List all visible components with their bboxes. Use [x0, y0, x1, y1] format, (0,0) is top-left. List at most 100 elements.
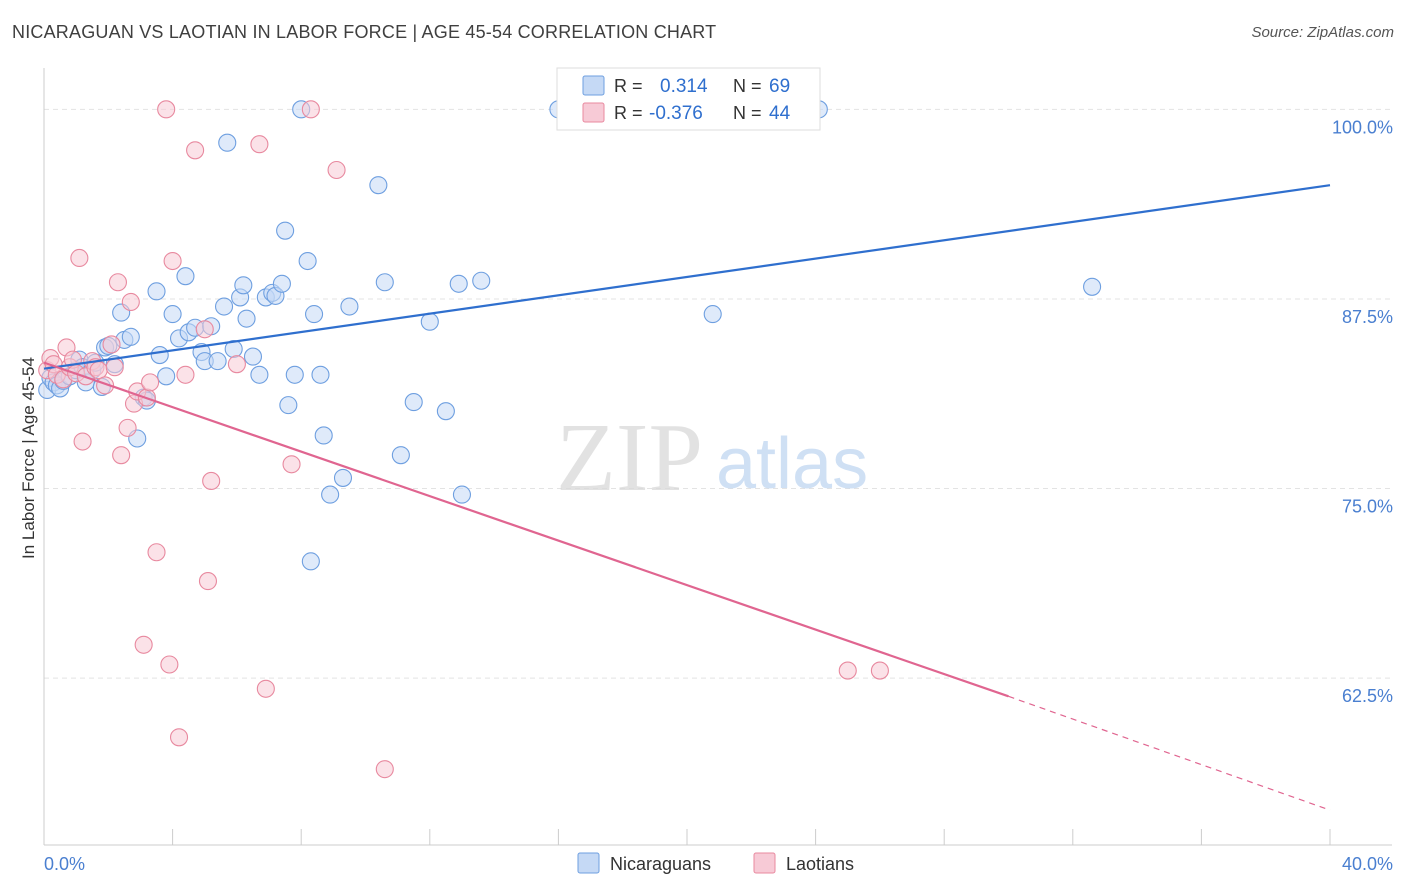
laotian-point-16 — [102, 335, 121, 354]
nicaraguan-point-23 — [147, 282, 166, 301]
laotian-point-18 — [108, 273, 127, 292]
y-tick-label-2: 87.5% — [1342, 307, 1393, 327]
source-label: Source: ZipAtlas.com — [1251, 24, 1394, 41]
stats-swatch-blue — [582, 75, 605, 96]
x-tick-label-1: 40.0% — [1342, 854, 1393, 874]
nicaraguan-point-19 — [121, 327, 140, 346]
stats-n-label-blue: N = — [733, 76, 762, 96]
laotian-point-36 — [202, 471, 221, 491]
stats-r-label-pink: R = — [614, 103, 643, 123]
nicaraguan-point-42 — [250, 365, 269, 384]
nicaraguan-point-52 — [301, 552, 320, 571]
nicaraguan-point-53 — [305, 305, 324, 324]
legend-label-laotians: Laotians — [786, 854, 854, 874]
nicaraguan-point-51 — [298, 251, 317, 271]
laotian-point-17 — [105, 358, 124, 377]
laotian-point-31 — [169, 728, 189, 747]
laotian-point-42 — [327, 160, 346, 180]
y-tick-labels: 62.5% 75.0% 87.5% 100.0% — [1332, 117, 1393, 706]
nicaraguan-point-60 — [375, 273, 394, 292]
x-tick-labels: 0.0% 40.0% — [44, 854, 1393, 874]
nicaraguan-point-54 — [311, 365, 330, 384]
nicaraguan-point-25 — [157, 367, 176, 386]
laotian-point-45 — [870, 661, 889, 680]
laotian-point-34 — [195, 320, 214, 339]
nicaraguan-point-71 — [1083, 277, 1102, 296]
laotian-point-9 — [70, 248, 89, 268]
nicaraguan-point-36 — [218, 133, 237, 152]
nicaraguan-point-56 — [321, 485, 340, 504]
nicaraguan-point-63 — [420, 312, 439, 331]
laotian-point-41 — [301, 100, 320, 119]
nicaraguan-point-49 — [285, 365, 304, 384]
trend-lines — [43, 184, 1331, 811]
nicaraguan-point-26 — [163, 305, 182, 324]
watermark: ZIP atlas — [556, 404, 868, 512]
axes — [43, 68, 1392, 846]
laotian-point-10 — [73, 432, 92, 451]
laotian-point-30 — [163, 251, 182, 271]
laotian-point-32 — [176, 365, 195, 384]
watermark-atlas: atlas — [716, 424, 868, 504]
trend-line-nicaraguans — [43, 184, 1331, 370]
grid-lines — [44, 108, 1392, 679]
stats-swatch-pink — [582, 102, 605, 123]
laotian-point-14 — [89, 361, 108, 380]
laotian-point-27 — [147, 543, 166, 562]
y-axis-label: In Labor Force | Age 45-54 — [19, 357, 38, 559]
nicaraguan-point-57 — [333, 468, 353, 487]
laotian-point-24 — [134, 635, 153, 654]
laotian-point-38 — [250, 135, 269, 154]
y-tick-label-3: 100.0% — [1332, 117, 1393, 137]
laotian-point-19 — [112, 446, 131, 465]
laotian-point-35 — [198, 572, 218, 591]
watermark-zip: ZIP — [556, 404, 703, 512]
nicaraguan-point-46 — [272, 274, 291, 293]
nicaraguan-point-28 — [176, 267, 195, 286]
nicaraguan-point-48 — [279, 396, 298, 415]
legend-label-nicaraguans: Nicaraguans — [610, 854, 711, 874]
nicaraguan-point-66 — [452, 485, 472, 504]
laotian-point-43 — [375, 760, 394, 779]
nicaraguan-point-58 — [340, 297, 359, 316]
stats-n-label-pink: N = — [733, 103, 762, 123]
nicaraguan-point-39 — [234, 276, 253, 295]
laotian-point-37 — [227, 355, 246, 374]
nicaraguan-point-65 — [449, 274, 468, 293]
series-laotians — [38, 100, 889, 779]
trend-line-laotians — [43, 361, 1009, 698]
laotian-point-21 — [121, 292, 140, 312]
nicaraguan-point-47 — [276, 221, 295, 240]
nicaraguan-point-69 — [703, 305, 722, 324]
nicaraguan-point-24 — [150, 346, 169, 365]
stats-r-label-blue: R = — [614, 76, 643, 96]
laotian-point-28 — [157, 100, 176, 119]
nicaraguan-point-55 — [314, 426, 333, 445]
legend-swatch-nicaraguans — [577, 852, 600, 874]
chart-title: NICARAGUAN VS LAOTIAN IN LABOR FORCE | A… — [12, 22, 717, 42]
stats-r-value-pink: -0.376 — [649, 103, 703, 124]
nicaraguan-point-40 — [237, 309, 256, 328]
stats-n-value-blue: 69 — [769, 76, 790, 97]
nicaraguan-point-35 — [214, 297, 234, 316]
bottom-legend: Nicaraguans Laotians — [577, 852, 854, 874]
nicaraguan-point-34 — [208, 352, 227, 371]
trend-line-laotians-extrapolated — [1008, 695, 1331, 811]
x-tick-label-0: 0.0% — [44, 854, 85, 874]
laotian-point-29 — [160, 655, 179, 674]
y-tick-label-1: 75.0% — [1342, 497, 1393, 517]
nicaraguan-point-61 — [391, 446, 410, 465]
stats-n-value-pink: 44 — [769, 103, 791, 124]
laotian-point-33 — [186, 141, 205, 160]
laotian-point-20 — [118, 418, 137, 437]
laotian-point-26 — [141, 373, 160, 392]
laotian-point-40 — [282, 455, 301, 474]
legend-swatch-laotians — [753, 852, 776, 874]
nicaraguan-point-41 — [243, 347, 263, 366]
stats-r-value-blue: 0.314 — [660, 76, 708, 97]
y-tick-label-0: 62.5% — [1342, 686, 1393, 706]
laotian-point-39 — [256, 679, 275, 698]
nicaraguan-point-62 — [404, 393, 423, 412]
nicaraguan-point-59 — [369, 176, 388, 195]
